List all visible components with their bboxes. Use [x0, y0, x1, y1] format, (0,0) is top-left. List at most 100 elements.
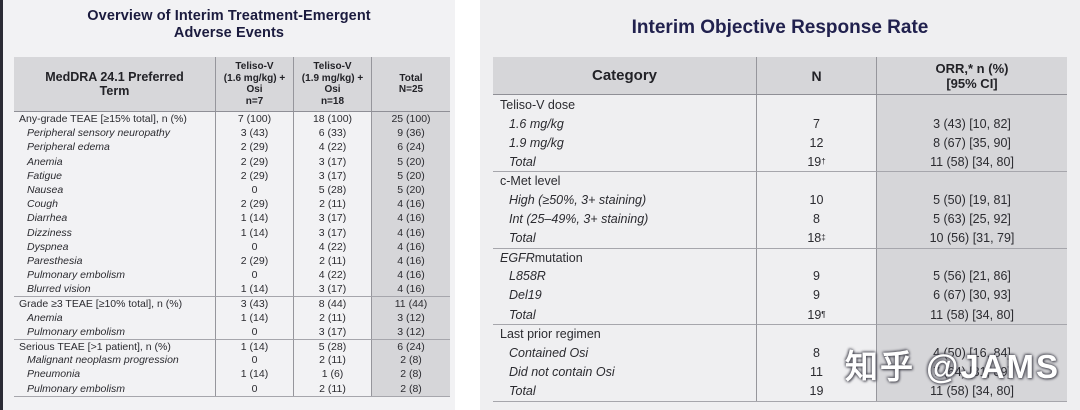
row-value: 1 (14) [216, 367, 294, 382]
n-value [757, 95, 877, 115]
row-label: Fatigue [14, 168, 216, 183]
row-value: 4 (16) [372, 268, 450, 283]
row-value: 1 (14) [216, 211, 294, 226]
n-value: 19 † [757, 152, 877, 172]
column-header: Category [493, 57, 757, 94]
row-value: 0 [216, 268, 294, 283]
orr-value: 8 (67) [35, 90] [877, 133, 1067, 153]
table-row: Pneumonia 1 (14) 1 (6) 2 (8) [14, 367, 450, 382]
row-value: 1 (14) [216, 282, 294, 297]
slide-adverse-events: Overview of Interim Treatment-Emergent A… [3, 0, 455, 410]
row-label: Blurred vision [14, 282, 216, 297]
row-value: 4 (16) [372, 197, 450, 212]
row-value: 2 (11) [294, 353, 372, 368]
slide-response-rate: Interim Objective Response Rate Category… [480, 0, 1080, 410]
n-value: 19 ¶ [757, 305, 877, 325]
response-rate-table-header: Category N ORR,* n (%) [95% CI] [493, 57, 1067, 95]
orr-value: 4 (50) [16, 84] [877, 343, 1067, 363]
row-label: Contained Osi [493, 343, 757, 363]
orr-value: 3 (43) [10, 82] [877, 114, 1067, 134]
row-value: 3 (12) [372, 324, 450, 339]
row-label: Malignant neoplasm progression [14, 353, 216, 368]
orr-value: 5 (63) [25, 92] [877, 209, 1067, 229]
table-row: c-Met level [493, 171, 1067, 191]
row-value: 0 [216, 182, 294, 198]
table-row: Cough 2 (29) 2 (11) 4 (16) [14, 197, 450, 212]
table-row: Malignant neoplasm progression 0 2 (11) 2 (… [14, 353, 450, 368]
column-header: Total N=25 [398, 72, 424, 96]
n-value: 19 [757, 381, 877, 401]
table-row: Pulmonary embolism 0 3 (17) 3 (12) [14, 324, 450, 339]
row-label: Total [493, 228, 757, 248]
table-row: Nausea 0 5 (28) 5 (20) [14, 182, 450, 198]
row-value: 4 (22) [294, 140, 372, 155]
row-value: 2 (11) [294, 253, 372, 269]
table-row: Dizziness 1 (14) 3 (17) 4 (16) [14, 225, 450, 240]
row-value: 4 (22) [294, 268, 372, 283]
row-label: Pulmonary embolism [14, 268, 216, 283]
row-value: 6 (33) [294, 126, 372, 141]
row-value: 2 (29) [216, 140, 294, 155]
table-row: Did not contain Osi 11 7 (64) [31, 89] [493, 362, 1067, 382]
n-value: 9 [757, 266, 877, 286]
row-value: 18 (100) [294, 112, 372, 127]
n-value: 11 [757, 362, 877, 382]
row-value: 4 (16) [372, 211, 450, 226]
row-value: 6 (24) [372, 339, 450, 354]
table-row: Total 19 11 (58) [34, 80] [493, 381, 1067, 401]
row-value: 8 (44) [294, 296, 372, 311]
row-value: 6 (24) [372, 140, 450, 155]
n-value: 8 [757, 209, 877, 229]
table-row: 1.6 mg/kg 7 3 (43) [10, 82] [493, 114, 1067, 134]
row-label: Last prior regimen [493, 324, 757, 344]
response-rate-table-body: Teliso-V dose 1.6 mg/kg 7 3 (43) [10, 82] 1.… [493, 95, 1067, 401]
row-label: Total [493, 152, 757, 172]
row-value: 1 (14) [216, 225, 294, 240]
column-header: Teliso-V (1.9 mg/kg) + Osi n=18 [294, 57, 372, 111]
adverse-events-title: Overview of Interim Treatment-Emergent A… [87, 8, 371, 41]
row-label: Del19 [493, 285, 757, 306]
row-value: 3 (12) [372, 310, 450, 325]
row-label: Total [493, 305, 757, 325]
column-header: Teliso-V (1.6 mg/kg) + Osi n=7 [216, 57, 294, 111]
orr-value: 6 (67) [30, 93] [877, 285, 1067, 306]
table-row: Any-grade TEAE [≥15% total], n (%) 7 (100… [14, 112, 450, 127]
adverse-events-table-body: Any-grade TEAE [≥15% total], n (%) 7 (100… [14, 112, 450, 396]
table-row: High (≥50%, 3+ staining) 10 5 (50) [19, 81… [493, 190, 1067, 210]
row-value: 2 (29) [216, 154, 294, 169]
row-label: Dizziness [14, 225, 216, 240]
row-label: Int (25–49%, 3+ staining) [493, 209, 757, 229]
row-label: High (≥50%, 3+ staining) [493, 190, 757, 210]
orr-value: 11 (58) [34, 80] [877, 305, 1067, 325]
n-value: 7 [757, 114, 877, 134]
row-value: 7 (100) [216, 112, 294, 127]
row-label: Teliso-V dose [493, 95, 757, 115]
row-value: 5 (28) [294, 339, 372, 354]
adverse-events-table-header: MedDRA 24.1 Preferred Term Teliso-V (1.6 … [14, 57, 450, 112]
orr-value [877, 95, 1067, 115]
n-value: 8 [757, 343, 877, 363]
table-row: Blurred vision 1 (14) 3 (17) 4 (16) [14, 282, 450, 297]
response-rate-title: Interim Objective Response Rate [631, 17, 929, 38]
orr-value: 5 (50) [19, 81] [877, 190, 1067, 210]
table-row: 1.9 mg/kg 12 8 (67) [35, 90] [493, 133, 1067, 153]
row-label: Grade ≥3 TEAE [≥10% total], n (%) [14, 296, 216, 311]
table-row: Del19 9 6 (67) [30, 93] [493, 285, 1067, 306]
row-label: Dyspnea [14, 239, 216, 254]
row-label: Did not contain Osi [493, 362, 757, 382]
row-value: 0 [216, 381, 294, 396]
row-value: 3 (17) [294, 282, 372, 297]
row-label: 1.6 mg/kg [493, 114, 757, 134]
table-row: Diarrhea 1 (14) 3 (17) 4 (16) [14, 211, 450, 226]
table-row: Dyspnea 0 4 (22) 4 (16) [14, 239, 450, 254]
orr-value: 7 (64) [31, 89] [877, 362, 1067, 382]
n-value [757, 324, 877, 344]
row-value: 4 (22) [294, 239, 372, 254]
row-label: Anemia [14, 310, 216, 325]
table-row: Anemia 1 (14) 2 (11) 3 (12) [14, 310, 450, 325]
row-value: 3 (17) [294, 168, 372, 183]
table-row: Fatigue 2 (29) 3 (17) 5 (20) [14, 168, 450, 183]
row-value: 1 (14) [216, 339, 294, 354]
table-row: Serious TEAE [>1 patient], n (%) 1 (14) 5 … [14, 339, 450, 354]
n-value: 9 [757, 285, 877, 306]
